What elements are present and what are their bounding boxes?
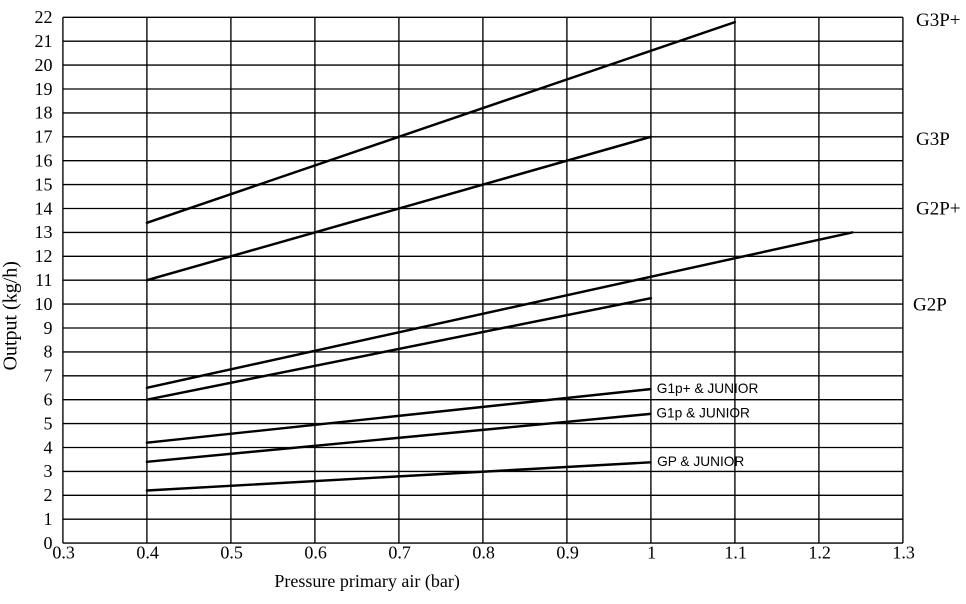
svg-text:13: 13 (35, 222, 53, 242)
svg-text:0.4: 0.4 (136, 543, 159, 563)
svg-text:0.9: 0.9 (556, 543, 579, 563)
svg-text:GP & JUNIOR: GP & JUNIOR (657, 454, 744, 469)
svg-text:1.2: 1.2 (808, 543, 831, 563)
svg-text:16: 16 (35, 151, 53, 171)
svg-text:3: 3 (44, 461, 53, 481)
svg-text:8: 8 (44, 342, 53, 362)
svg-text:19: 19 (35, 79, 53, 99)
svg-text:Pressure primary air (bar): Pressure primary air (bar) (274, 571, 459, 592)
svg-text:15: 15 (35, 174, 53, 194)
svg-text:22: 22 (35, 7, 53, 27)
svg-text:1.3: 1.3 (892, 543, 915, 563)
svg-text:1.1: 1.1 (724, 543, 747, 563)
svg-text:12: 12 (35, 246, 53, 266)
svg-text:1: 1 (44, 509, 53, 529)
svg-text:20: 20 (35, 55, 53, 75)
svg-text:0.8: 0.8 (472, 543, 495, 563)
svg-text:0.3: 0.3 (52, 543, 75, 563)
svg-text:G2P+: G2P+ (916, 199, 961, 220)
svg-text:11: 11 (35, 270, 52, 290)
svg-text:0.7: 0.7 (388, 543, 411, 563)
svg-text:G3P: G3P (916, 129, 950, 150)
svg-text:1: 1 (647, 543, 656, 563)
svg-text:18: 18 (35, 103, 53, 123)
svg-text:4: 4 (44, 437, 53, 457)
svg-text:0.6: 0.6 (304, 543, 327, 563)
svg-text:0.5: 0.5 (220, 543, 243, 563)
svg-text:6: 6 (44, 390, 53, 410)
svg-text:Output (kg/h): Output (kg/h) (0, 261, 22, 370)
svg-text:7: 7 (44, 366, 53, 386)
svg-text:G3P+: G3P+ (916, 10, 961, 31)
svg-text:2: 2 (44, 485, 53, 505)
svg-text:9: 9 (44, 318, 53, 338)
svg-text:10: 10 (35, 294, 53, 314)
svg-text:0: 0 (44, 533, 53, 553)
svg-text:17: 17 (35, 127, 53, 147)
svg-text:5: 5 (44, 413, 53, 433)
svg-text:14: 14 (35, 198, 53, 218)
svg-text:G2P: G2P (913, 295, 947, 316)
svg-text:21: 21 (35, 31, 53, 51)
svg-text:G1p & JUNIOR: G1p & JUNIOR (656, 406, 750, 421)
svg-text:G1p+ & JUNIOR: G1p+ & JUNIOR (657, 381, 759, 396)
